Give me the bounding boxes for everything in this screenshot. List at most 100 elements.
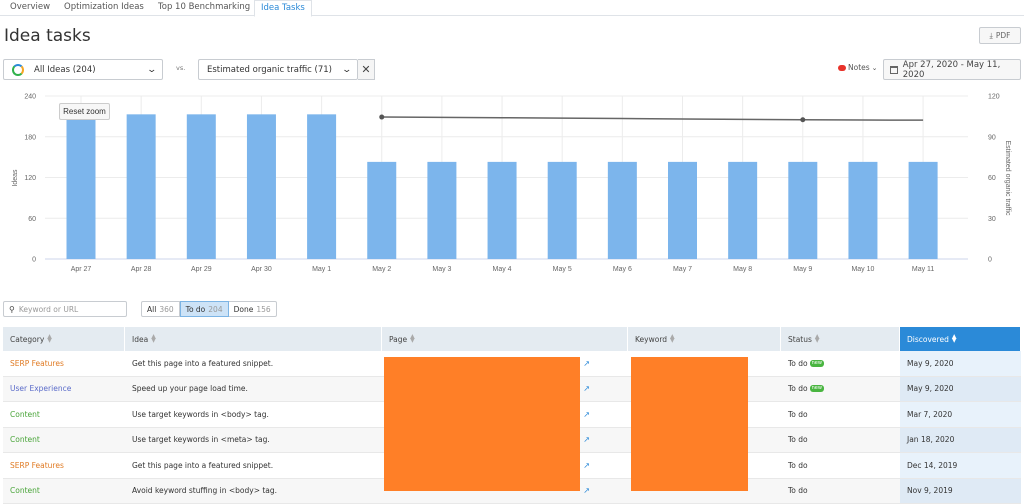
- cell-category[interactable]: Content: [3, 428, 125, 453]
- clear-metric-button[interactable]: ✕: [358, 59, 375, 80]
- tab-top-10-benchmarking[interactable]: Top 10 Benchmarking: [152, 0, 256, 16]
- sort-icon: ▲▼: [410, 335, 415, 343]
- sort-icon: ▲▼: [815, 335, 820, 343]
- cell-idea[interactable]: Get this page into a featured snippet.: [125, 453, 382, 478]
- status-text: To do: [788, 435, 808, 444]
- cell-idea[interactable]: Get this page into a featured snippet.: [125, 351, 382, 376]
- tab-idea-tasks[interactable]: Idea Tasks: [254, 0, 312, 17]
- svg-text:May 1: May 1: [312, 266, 331, 273]
- note-bubble-icon: [838, 65, 846, 71]
- filter-count: 204: [208, 305, 222, 314]
- column-idea[interactable]: Idea▲▼: [125, 327, 382, 351]
- new-badge: new: [810, 360, 824, 367]
- status-text: To do: [788, 461, 808, 470]
- cell-idea[interactable]: Use target keywords in <body> tag.: [125, 402, 382, 427]
- external-link-icon[interactable]: ↗: [583, 384, 590, 393]
- cell-discovered: Mar 7, 2020: [900, 402, 1021, 427]
- chevron-down-icon: ⌄: [872, 64, 878, 72]
- column-discovered[interactable]: Discovered▲▼: [900, 327, 1021, 351]
- svg-text:0: 0: [32, 257, 36, 264]
- sort-icon: ▲▼: [670, 335, 675, 343]
- chevron-down-icon: ⌄: [342, 65, 353, 75]
- pdf-export-button[interactable]: ⤓ PDF: [979, 27, 1021, 44]
- svg-text:120: 120: [24, 175, 36, 182]
- external-link-icon[interactable]: ↗: [583, 435, 590, 444]
- status-text: To do: [788, 359, 808, 368]
- status-text: To do: [788, 410, 808, 419]
- cell-status: To do: [781, 428, 900, 453]
- download-icon: ⤓: [990, 31, 993, 41]
- ideas-select[interactable]: All Ideas (204) ⌄: [3, 59, 163, 80]
- chevron-down-icon: ⌄: [147, 65, 158, 75]
- search-placeholder: Keyword or URL: [19, 305, 78, 314]
- metric-select[interactable]: Estimated organic traffic (71) ⌄: [198, 59, 358, 80]
- sort-icon: ▲▼: [952, 335, 957, 343]
- close-icon: ✕: [361, 63, 370, 76]
- status-text: To do: [788, 384, 808, 393]
- date-range-value: Apr 27, 2020 - May 11, 2020: [903, 60, 1020, 80]
- cell-category[interactable]: SERP Features: [3, 453, 125, 478]
- tab-optimization-ideas[interactable]: Optimization Ideas: [58, 0, 150, 16]
- column-label: Status: [788, 335, 812, 344]
- column-status[interactable]: Status▲▼: [781, 327, 900, 351]
- redacted-page-urls: [384, 357, 580, 491]
- page-title: Idea tasks: [4, 26, 91, 46]
- filter-label: All: [147, 305, 156, 314]
- external-link-icon[interactable]: ↗: [583, 410, 590, 419]
- date-range-picker[interactable]: Apr 27, 2020 - May 11, 2020: [883, 59, 1021, 80]
- column-label: Discovered: [907, 335, 949, 344]
- svg-text:Apr 29: Apr 29: [191, 266, 212, 273]
- table-header: Category▲▼ Idea▲▼ Page▲▼ Keyword▲▼ Statu…: [3, 327, 1021, 351]
- notes-toggle[interactable]: Notes ⌄: [838, 63, 878, 72]
- chart-line: [379, 115, 923, 123]
- svg-text:May 10: May 10: [851, 266, 874, 273]
- external-link-icon[interactable]: ↗: [583, 461, 590, 470]
- svg-text:180: 180: [24, 134, 36, 141]
- svg-text:60: 60: [28, 216, 36, 223]
- svg-text:May 7: May 7: [673, 266, 692, 273]
- search-icon: ⚲: [9, 305, 15, 314]
- cell-status: To do: [781, 402, 900, 427]
- tab-overview[interactable]: Overview: [4, 0, 56, 16]
- column-keyword[interactable]: Keyword▲▼: [628, 327, 781, 351]
- cell-category[interactable]: User Experience: [3, 377, 125, 402]
- cell-category[interactable]: Content: [3, 402, 125, 427]
- column-label: Page: [389, 335, 407, 344]
- vs-label: vs.: [176, 64, 185, 72]
- column-page[interactable]: Page▲▼: [382, 327, 628, 351]
- svg-text:May 4: May 4: [493, 266, 512, 273]
- svg-text:0: 0: [988, 257, 992, 264]
- external-link-icon[interactable]: ↗: [583, 359, 590, 368]
- column-label: Idea: [132, 335, 148, 344]
- ideas-select-value: All Ideas (204): [34, 65, 96, 75]
- pdf-label: PDF: [996, 31, 1011, 40]
- svg-text:May 3: May 3: [432, 266, 451, 273]
- svg-text:120: 120: [988, 94, 1000, 101]
- filter-count: 156: [256, 305, 270, 314]
- column-category[interactable]: Category▲▼: [3, 327, 125, 351]
- notes-label: Notes: [848, 63, 870, 72]
- svg-text:May 5: May 5: [553, 266, 572, 273]
- svg-text:Apr 28: Apr 28: [131, 266, 152, 273]
- filter-count: 360: [159, 305, 173, 314]
- cell-idea[interactable]: Use target keywords in <meta> tag.: [125, 428, 382, 453]
- svg-text:Apr 27: Apr 27: [71, 266, 92, 273]
- reset-zoom-button[interactable]: Reset zoom: [59, 103, 110, 120]
- svg-text:May 2: May 2: [372, 266, 391, 273]
- svg-text:60: 60: [988, 175, 996, 182]
- tab-bar: Overview Optimization Ideas Top 10 Bench…: [0, 0, 1024, 16]
- cell-discovered: May 9, 2020: [900, 377, 1021, 402]
- cell-category[interactable]: SERP Features: [3, 351, 125, 376]
- cell-discovered: Dec 14, 2019: [900, 453, 1021, 478]
- ideas-ring-icon: [12, 64, 24, 76]
- keyword-search-input[interactable]: ⚲ Keyword or URL: [3, 301, 127, 317]
- cell-idea[interactable]: Speed up your page load time.: [125, 377, 382, 402]
- metric-select-value: Estimated organic traffic (71): [207, 65, 332, 75]
- svg-text:May 9: May 9: [793, 266, 812, 273]
